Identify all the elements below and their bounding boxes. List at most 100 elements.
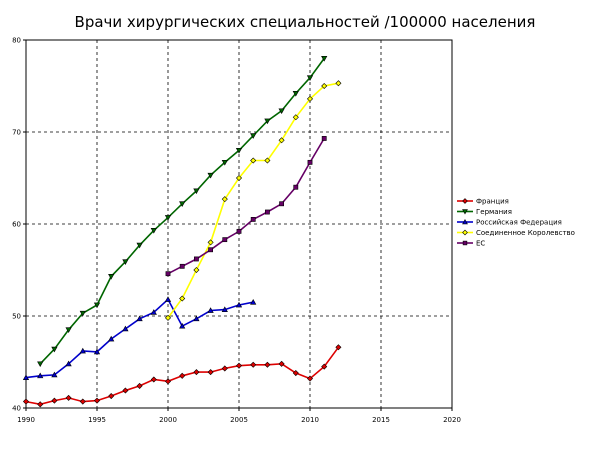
- data-point: [164, 215, 172, 221]
- data-point: [179, 295, 186, 302]
- data-point: [278, 137, 285, 144]
- y-tick-label: 60: [12, 221, 21, 229]
- data-point: [221, 196, 228, 203]
- series-2: [22, 296, 257, 381]
- data-point: [150, 228, 157, 234]
- data-point: [65, 394, 72, 401]
- series-3: [164, 80, 342, 321]
- data-point: [306, 95, 314, 102]
- data-point: [221, 159, 228, 166]
- data-point: [37, 401, 44, 408]
- legend-swatch-marker: [462, 209, 468, 215]
- data-point: [208, 247, 213, 253]
- x-tick-label: 2020: [443, 416, 461, 424]
- data-point: [292, 114, 299, 121]
- data-point: [307, 159, 313, 165]
- data-point: [335, 80, 342, 87]
- series-line: [167, 82, 339, 319]
- legend-item: ЕС: [457, 240, 485, 248]
- y-tick-label: 40: [12, 405, 21, 413]
- y-tick-label: 50: [12, 313, 21, 321]
- legend-label: ЕС: [476, 240, 485, 248]
- data-point: [122, 259, 129, 265]
- data-point: [122, 387, 129, 394]
- legend-label: Франция: [476, 198, 509, 206]
- legend-item: Германия: [457, 208, 512, 216]
- data-point: [179, 201, 186, 207]
- data-point: [292, 90, 299, 97]
- y-tick-label: 70: [12, 129, 21, 137]
- series-layer: [22, 56, 342, 408]
- data-point: [321, 136, 327, 141]
- data-point: [51, 346, 58, 353]
- series-0: [22, 344, 342, 408]
- data-point: [150, 376, 157, 383]
- data-point: [108, 335, 115, 342]
- data-point: [22, 398, 30, 405]
- data-point: [79, 398, 86, 405]
- data-point: [51, 371, 58, 378]
- x-tick-label: 2010: [301, 416, 319, 424]
- series-line: [25, 298, 254, 379]
- data-point: [22, 374, 30, 381]
- x-tick-label: 1995: [88, 416, 106, 424]
- data-point: [306, 375, 314, 382]
- x-tick-label: 2015: [372, 416, 390, 424]
- data-point: [278, 360, 285, 367]
- data-point: [207, 307, 214, 313]
- x-tick-label: 1990: [17, 416, 35, 424]
- legend-item: Соединенное Королевство: [457, 229, 575, 237]
- data-point: [207, 239, 214, 246]
- series-line: [39, 57, 325, 365]
- data-point: [193, 266, 200, 274]
- data-point: [122, 325, 129, 332]
- data-point: [164, 378, 172, 385]
- data-point: [235, 174, 243, 182]
- y-tick-label: 80: [12, 37, 21, 45]
- data-point: [235, 301, 243, 308]
- data-point: [264, 209, 270, 215]
- data-point: [93, 348, 101, 355]
- legend-swatch-marker: [462, 229, 468, 236]
- x-tick-label: 2005: [230, 416, 248, 424]
- legend-item: Российская Федерация: [457, 219, 562, 227]
- data-point: [250, 298, 257, 305]
- data-point: [250, 217, 256, 222]
- data-point: [321, 82, 328, 90]
- data-point: [136, 242, 143, 249]
- data-point: [165, 271, 171, 277]
- data-point: [293, 184, 299, 190]
- data-point: [222, 237, 228, 243]
- data-point: [194, 256, 199, 262]
- data-point: [250, 361, 257, 368]
- data-point: [37, 361, 44, 368]
- series-1: [37, 56, 328, 368]
- series-4: [165, 136, 327, 277]
- data-point: [179, 322, 186, 329]
- legend-swatch-marker: [462, 240, 468, 246]
- data-point: [65, 360, 72, 367]
- data-point: [250, 157, 257, 164]
- data-point: [306, 75, 314, 81]
- data-point: [164, 314, 172, 321]
- data-point: [264, 157, 271, 164]
- data-point: [193, 188, 200, 195]
- data-point: [136, 315, 143, 322]
- data-point: [150, 309, 157, 315]
- data-point: [236, 228, 242, 234]
- legend-swatch-marker: [462, 198, 468, 204]
- data-point: [179, 263, 185, 269]
- data-point: [321, 56, 328, 62]
- legend-label: Соединенное Королевство: [476, 229, 575, 237]
- data-point: [193, 315, 200, 322]
- legend-label: Германия: [476, 208, 512, 216]
- grid: [26, 40, 452, 408]
- data-point: [278, 108, 285, 115]
- chart-title: Врачи хирургических специальностей /1000…: [75, 13, 536, 31]
- data-point: [221, 365, 228, 372]
- data-point: [37, 372, 44, 379]
- data-point: [93, 302, 101, 309]
- data-point: [235, 148, 243, 154]
- legend: Франция Германия Российская Федерация Соеди…: [457, 198, 575, 248]
